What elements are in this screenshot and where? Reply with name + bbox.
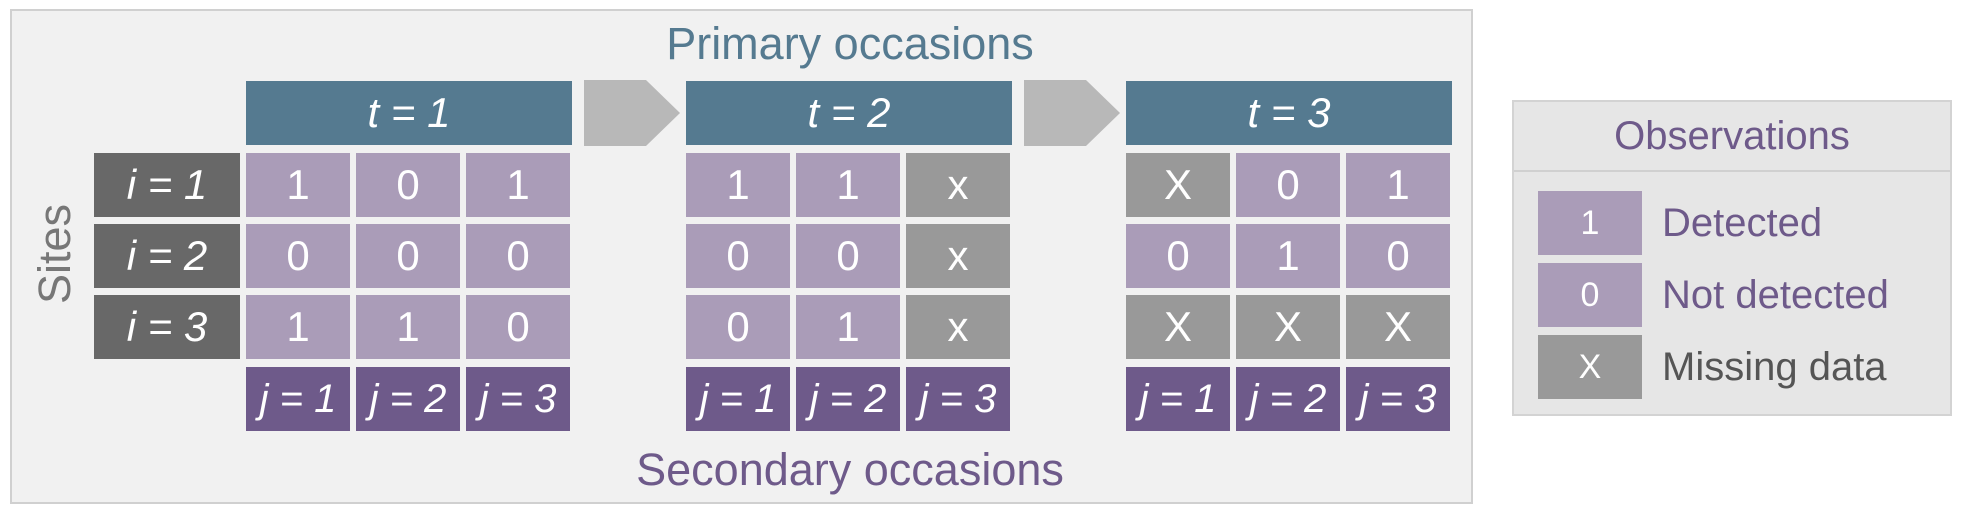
missing-cell: X — [1236, 295, 1340, 359]
primary-header-t2: t = 2 — [686, 81, 1012, 145]
arrow-right-icon — [584, 80, 680, 146]
legend-label-2: Not detected — [1662, 273, 1889, 317]
observation-cell: 1 — [246, 295, 350, 359]
observation-cell: 0 — [466, 224, 570, 288]
legend-swatch-1: 1 — [1538, 191, 1642, 255]
site-label-1: i = 1 — [94, 153, 240, 217]
legend-title: Observations — [1614, 114, 1850, 158]
secondary-label-j3: j = 3 — [466, 367, 570, 431]
observation-cell: 0 — [246, 224, 350, 288]
observation-cell: 0 — [356, 153, 460, 217]
legend-swatch-2: 0 — [1538, 263, 1642, 327]
missing-cell: x — [906, 224, 1010, 288]
observation-cell: 1 — [796, 295, 900, 359]
observation-cell: 1 — [356, 295, 460, 359]
secondary-label-j1: j = 1 — [1126, 367, 1230, 431]
observation-cell: 1 — [246, 153, 350, 217]
sites-axis-label: Sites — [25, 204, 85, 304]
secondary-label-j1: j = 1 — [686, 367, 790, 431]
observation-cell: 1 — [796, 153, 900, 217]
legend-swatch-3: X — [1538, 335, 1642, 399]
missing-cell: x — [906, 153, 1010, 217]
observation-cell: 0 — [1126, 224, 1230, 288]
secondary-label-j2: j = 2 — [356, 367, 460, 431]
sites-axis-text: Sites — [29, 203, 80, 305]
primary-header-t3: t = 3 — [1126, 81, 1452, 145]
missing-cell: X — [1346, 295, 1450, 359]
observation-cell: 1 — [1236, 224, 1340, 288]
legend-label-3: Missing data — [1662, 345, 1887, 389]
secondary-occasions-title: Secondary occasions — [636, 444, 1064, 495]
legend-divider — [1514, 170, 1950, 172]
observation-cell: 0 — [686, 224, 790, 288]
observation-cell: 0 — [466, 295, 570, 359]
observation-cell: 0 — [1236, 153, 1340, 217]
observation-cell: 1 — [466, 153, 570, 217]
secondary-label-j2: j = 2 — [796, 367, 900, 431]
secondary-label-j3: j = 3 — [1346, 367, 1450, 431]
observation-cell: 0 — [356, 224, 460, 288]
primary-header-t1: t = 1 — [246, 81, 572, 145]
observation-cell: 1 — [1346, 153, 1450, 217]
site-label-3: i = 3 — [94, 295, 240, 359]
observation-cell: 0 — [1346, 224, 1450, 288]
missing-cell: X — [1126, 295, 1230, 359]
site-label-2: i = 2 — [94, 224, 240, 288]
arrow-right-icon — [1024, 80, 1120, 146]
missing-cell: x — [906, 295, 1010, 359]
observation-cell: 1 — [686, 153, 790, 217]
secondary-label-j3: j = 3 — [906, 367, 1010, 431]
legend-label-1: Detected — [1662, 201, 1823, 245]
secondary-label-j2: j = 2 — [1236, 367, 1340, 431]
observation-cell: 0 — [686, 295, 790, 359]
primary-occasions-title: Primary occasions — [666, 18, 1034, 69]
missing-cell: X — [1126, 153, 1230, 217]
observation-cell: 0 — [796, 224, 900, 288]
secondary-label-j1: j = 1 — [246, 367, 350, 431]
